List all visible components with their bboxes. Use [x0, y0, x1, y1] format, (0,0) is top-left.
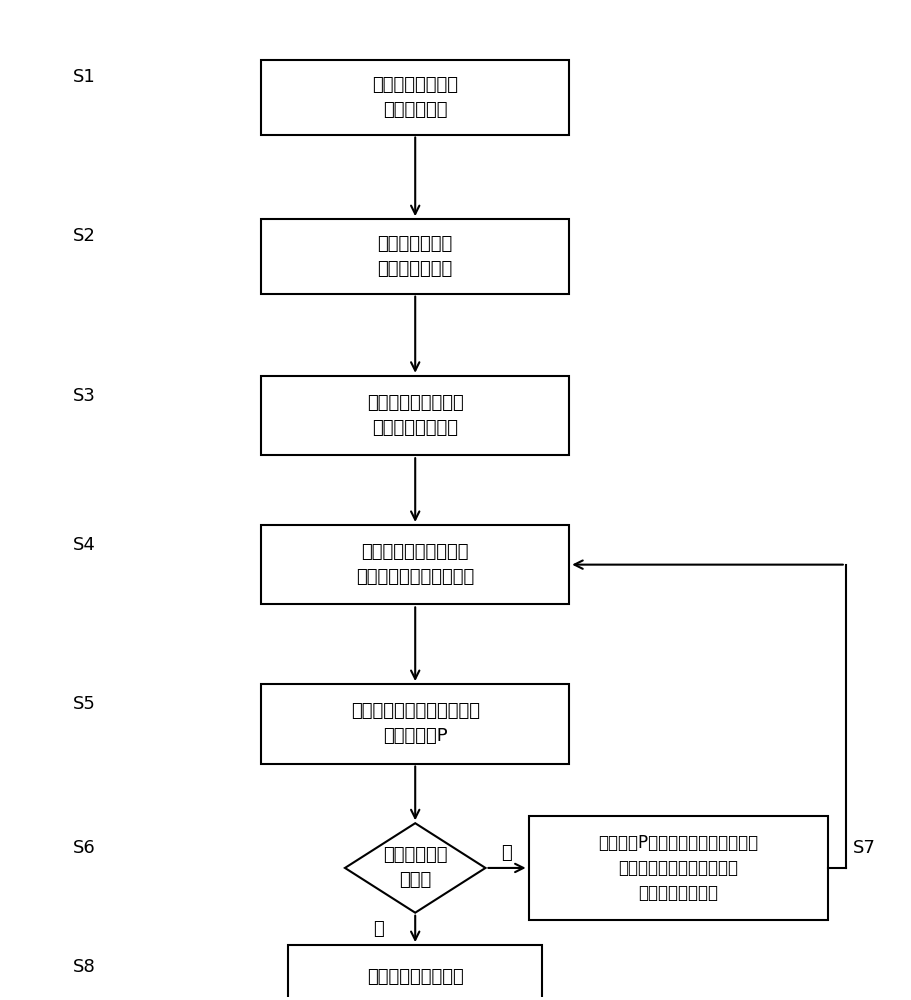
- FancyBboxPatch shape: [528, 816, 827, 920]
- FancyBboxPatch shape: [288, 945, 541, 1000]
- Text: S1: S1: [73, 68, 96, 86]
- FancyBboxPatch shape: [261, 60, 568, 135]
- Text: 是: 是: [374, 920, 384, 938]
- Text: 否: 否: [501, 844, 512, 862]
- Text: S6: S6: [73, 839, 96, 857]
- Text: S5: S5: [73, 695, 96, 713]
- Text: 逻辑随机共振单元进行
数值分析，得到输出信号: 逻辑随机共振单元进行 数值分析，得到输出信号: [355, 543, 474, 586]
- Text: 弱目标区域提取单元
得到目标区域图像: 弱目标区域提取单元 得到目标区域图像: [366, 394, 463, 437]
- Text: S2: S2: [73, 227, 96, 245]
- Text: 帧差法单元得到
弱目标所在区域: 帧差法单元得到 弱目标所在区域: [377, 235, 453, 278]
- FancyBboxPatch shape: [261, 525, 568, 604]
- FancyBboxPatch shape: [261, 219, 568, 294]
- Text: S8: S8: [73, 958, 96, 976]
- Text: S7: S7: [852, 839, 875, 857]
- Text: 输出最优目标标记图: 输出最优目标标记图: [366, 968, 463, 986]
- FancyBboxPatch shape: [261, 376, 568, 455]
- Text: 将正确率P传输到所述遗传网络单元
进化出更优系统参数，更新
逻辑随机共振单元: 将正确率P传输到所述遗传网络单元 进化出更优系统参数，更新 逻辑随机共振单元: [598, 834, 757, 902]
- Polygon shape: [344, 823, 485, 913]
- Text: 图像采集单元拍摄
水下视频图像: 图像采集单元拍摄 水下视频图像: [372, 76, 457, 119]
- Text: 将输出信号输入到阈值器，
得到正确率P: 将输出信号输入到阈值器， 得到正确率P: [351, 702, 479, 745]
- FancyBboxPatch shape: [261, 684, 568, 764]
- Text: S3: S3: [73, 387, 96, 405]
- Text: 是否满足终止
条件？: 是否满足终止 条件？: [383, 846, 447, 889]
- Text: S4: S4: [73, 536, 96, 554]
